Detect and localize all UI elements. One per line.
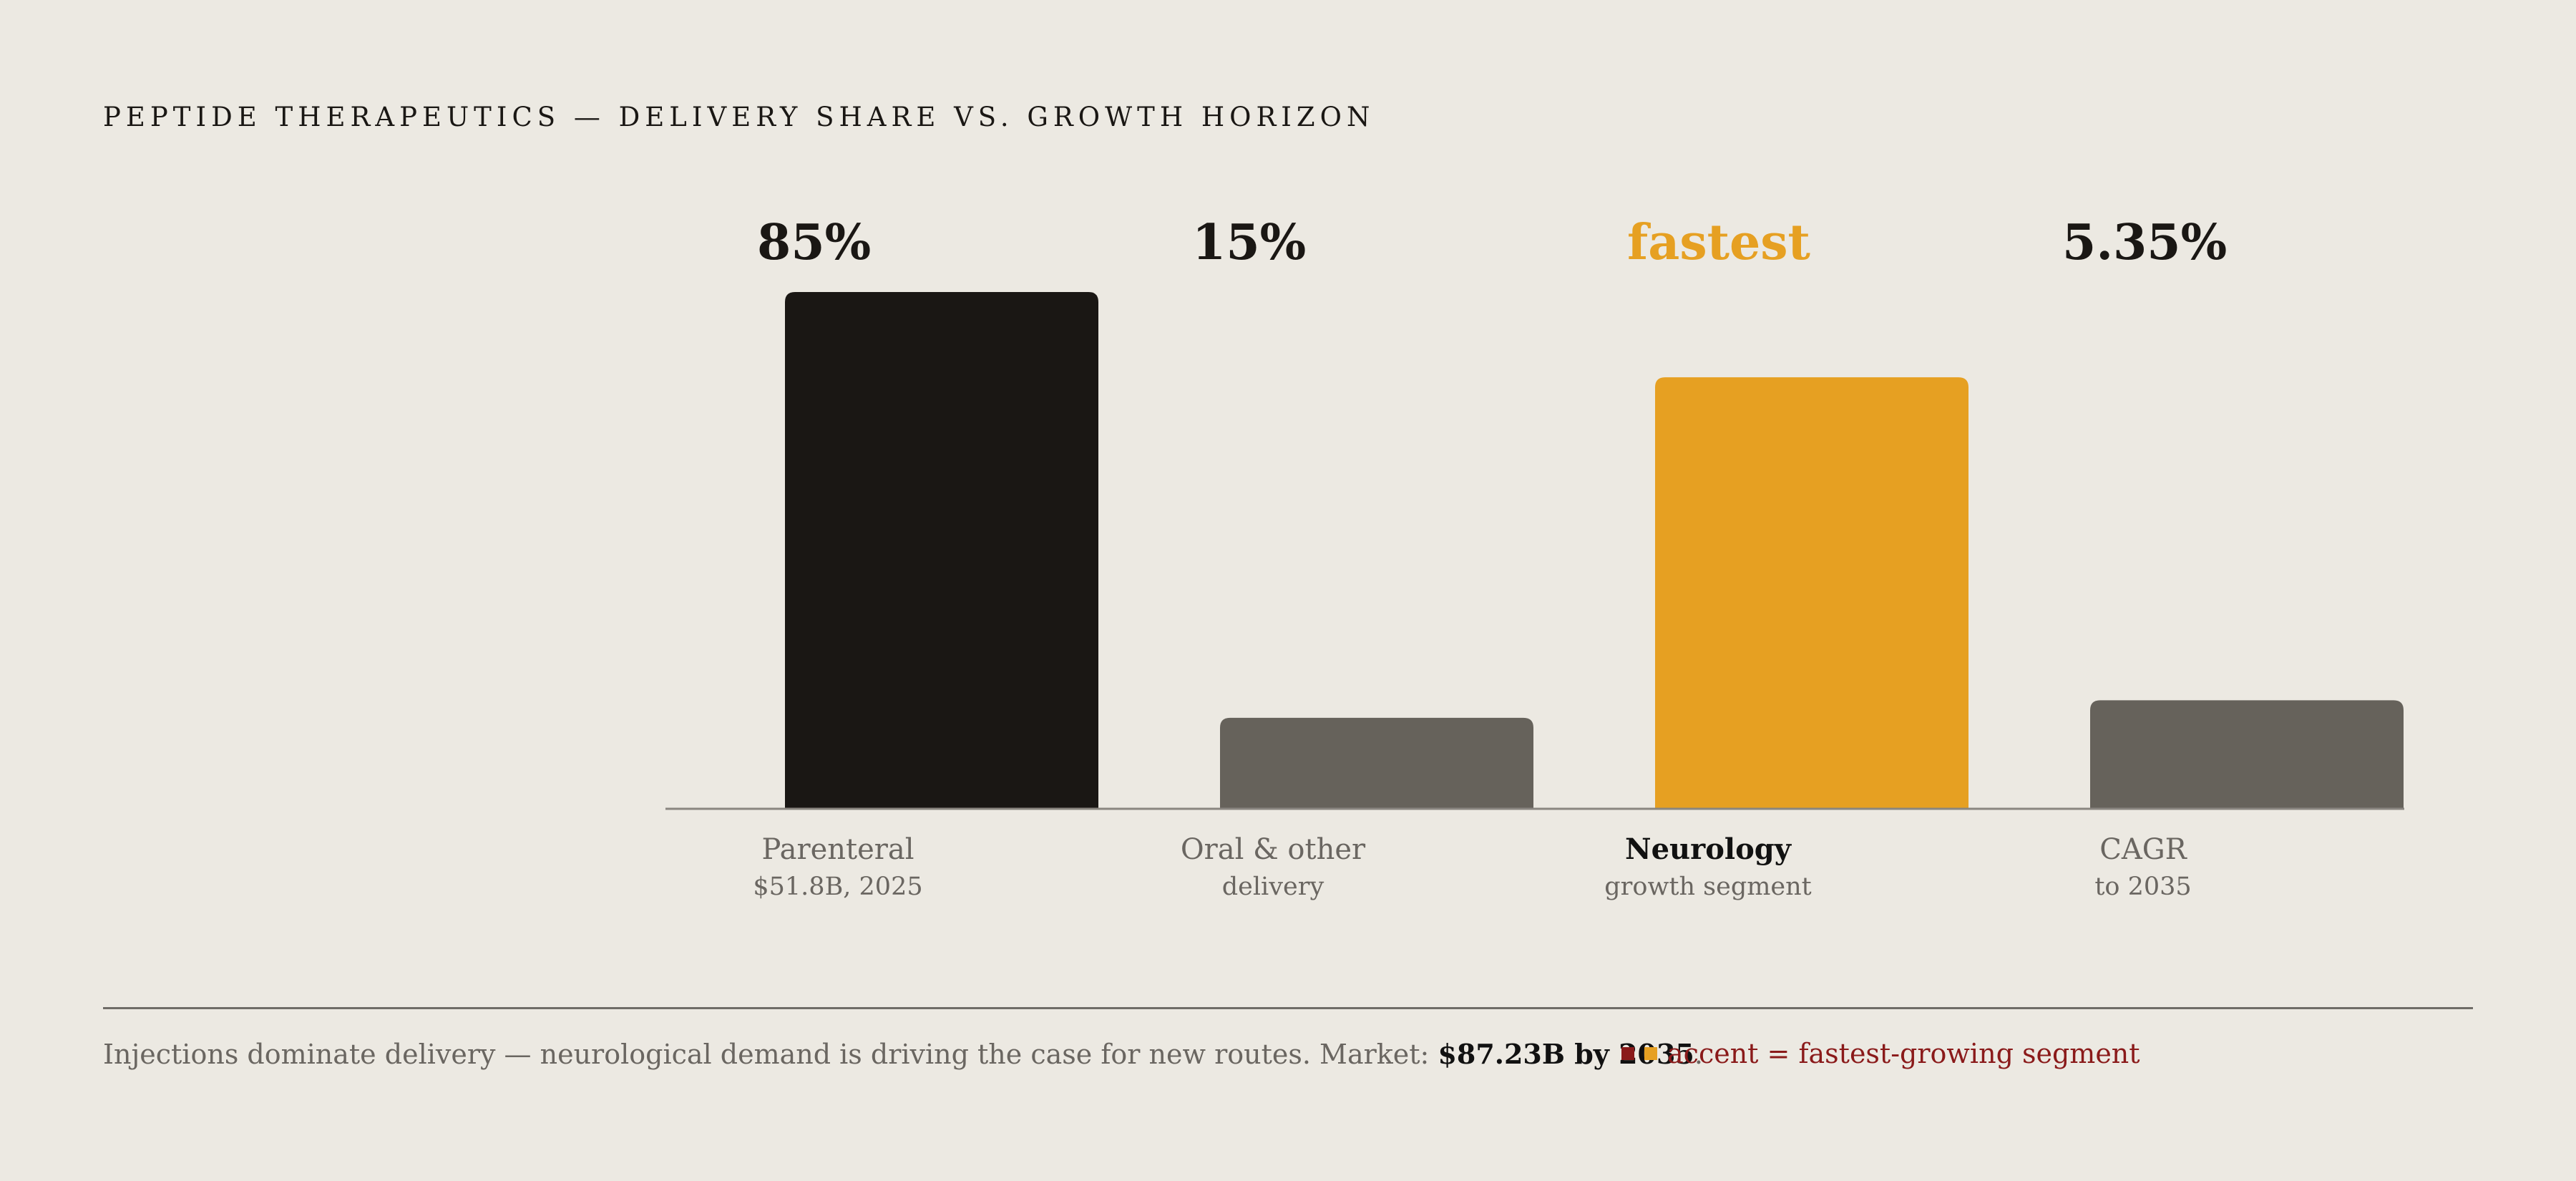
bar-2 [1220,717,1533,809]
legend-label: accent = fastest-growing segment [1667,1038,2140,1069]
category-label-4: CAGR [2099,833,2187,866]
category-label-3: Neurology [1625,832,1792,866]
category-sublabel-2: delivery [1222,873,1324,901]
footer-caption: Injections dominate delivery — neurologi… [103,1038,1703,1070]
value-label-3: fastest [1627,214,1811,271]
caption-text: Injections dominate delivery — neurologi… [103,1039,1438,1070]
bar-chart: 85% Parenteral $51.8B, 2025 15% Oral & other… [665,214,2404,901]
caption-suffix: . [1694,1039,1703,1070]
chart-title: Peptide Therapeutics — Delivery Share vs… [103,102,1375,132]
value-label-1: 85% [757,214,871,271]
category-sublabel-3: growth segment [1604,873,1812,901]
category-label-2: Oral & other [1181,833,1366,866]
category-sublabel-1: $51.8B, 2025 [753,873,922,901]
bar-4 [2090,700,2404,809]
legend-swatch-accent [1644,1047,1657,1060]
value-label-2: 15% [1192,214,1306,271]
footer-divider [103,1007,2473,1009]
bar-1 [785,292,1098,809]
bar-3 [1655,377,1968,809]
category-label-1: Parenteral [761,833,914,866]
category-sublabel-4: to 2035 [2094,873,2191,901]
legend: accent = fastest-growing segment [1621,1038,2140,1069]
legend-swatch-red [1621,1047,1634,1060]
value-label-4: 5.35% [2062,214,2227,271]
